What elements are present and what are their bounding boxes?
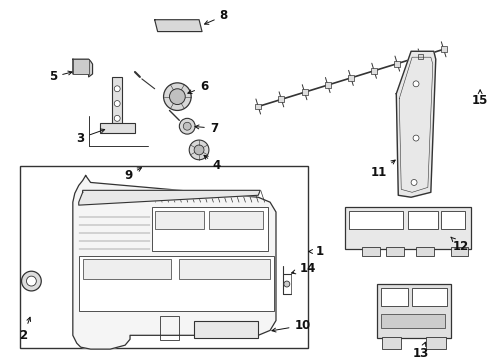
- Bar: [79, 256, 274, 311]
- Bar: [371, 68, 377, 74]
- Text: 15: 15: [472, 90, 489, 107]
- Bar: [278, 96, 284, 102]
- Text: 9: 9: [124, 168, 142, 182]
- Circle shape: [194, 145, 204, 155]
- Text: 6: 6: [188, 80, 208, 94]
- Bar: [302, 89, 308, 95]
- Text: 13: 13: [413, 342, 429, 360]
- Bar: [417, 54, 423, 59]
- Text: 12: 12: [451, 237, 468, 253]
- Bar: [382, 337, 401, 349]
- Bar: [209, 211, 263, 229]
- Text: 11: 11: [370, 160, 395, 179]
- Bar: [441, 46, 446, 52]
- Bar: [152, 207, 268, 252]
- Circle shape: [114, 100, 120, 107]
- Bar: [381, 288, 408, 306]
- Circle shape: [284, 281, 290, 287]
- Bar: [255, 104, 261, 109]
- Circle shape: [411, 180, 417, 185]
- Circle shape: [114, 116, 120, 121]
- Bar: [426, 337, 445, 349]
- Bar: [325, 82, 331, 88]
- Text: 2: 2: [20, 317, 30, 342]
- Polygon shape: [396, 51, 436, 197]
- Circle shape: [413, 81, 419, 87]
- Bar: [345, 207, 471, 248]
- Text: 14: 14: [292, 262, 316, 275]
- Bar: [73, 59, 89, 74]
- Polygon shape: [155, 20, 202, 32]
- Bar: [387, 247, 404, 256]
- Text: 7: 7: [195, 122, 218, 135]
- Bar: [83, 259, 172, 279]
- Text: 8: 8: [205, 9, 228, 24]
- Circle shape: [189, 140, 209, 160]
- Bar: [349, 211, 403, 229]
- Bar: [441, 211, 465, 229]
- Circle shape: [170, 89, 185, 104]
- Bar: [194, 320, 258, 338]
- Polygon shape: [73, 59, 93, 77]
- Circle shape: [164, 83, 191, 111]
- Polygon shape: [73, 176, 276, 349]
- Bar: [377, 284, 450, 338]
- Text: 10: 10: [272, 319, 311, 332]
- Text: 5: 5: [49, 71, 72, 84]
- Circle shape: [413, 135, 419, 141]
- Bar: [416, 247, 434, 256]
- Circle shape: [179, 118, 195, 134]
- Circle shape: [26, 276, 36, 286]
- Bar: [348, 75, 354, 81]
- Text: 3: 3: [76, 129, 105, 145]
- Bar: [381, 314, 444, 328]
- Circle shape: [22, 271, 41, 291]
- Bar: [155, 211, 204, 229]
- Bar: [160, 316, 179, 340]
- Circle shape: [183, 122, 191, 130]
- Text: 4: 4: [204, 155, 221, 172]
- Bar: [179, 259, 270, 279]
- Bar: [112, 77, 122, 131]
- Polygon shape: [79, 190, 260, 205]
- Bar: [394, 60, 400, 67]
- Circle shape: [114, 86, 120, 92]
- Bar: [408, 211, 438, 229]
- Bar: [100, 123, 135, 133]
- Text: 1: 1: [309, 245, 323, 258]
- Bar: [362, 247, 380, 256]
- Bar: [412, 288, 446, 306]
- Bar: [20, 166, 308, 348]
- Bar: [450, 247, 468, 256]
